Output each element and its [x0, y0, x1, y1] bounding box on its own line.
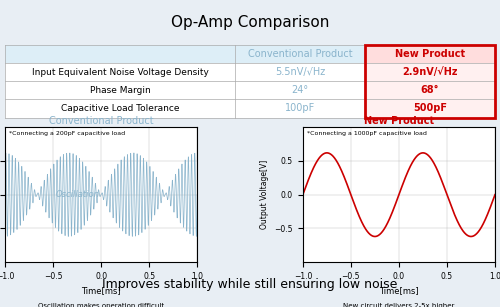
FancyBboxPatch shape — [5, 45, 235, 63]
Text: Improves stability while still ensuring low noise: Improves stability while still ensuring … — [102, 278, 398, 291]
Text: Oscillation: Oscillation — [56, 190, 100, 199]
Text: *Connecting a 200pF capacitive load: *Connecting a 200pF capacitive load — [9, 131, 125, 136]
Text: Phase Margin: Phase Margin — [90, 86, 150, 95]
Title: New Product: New Product — [364, 116, 434, 126]
Text: Conventional Product: Conventional Product — [248, 49, 352, 59]
FancyBboxPatch shape — [365, 45, 495, 63]
FancyBboxPatch shape — [236, 81, 365, 99]
Text: Oscillation makes operation difficult
even at small capacitances: Oscillation makes operation difficult ev… — [38, 303, 164, 307]
X-axis label: Time[ms]: Time[ms] — [379, 286, 418, 295]
FancyBboxPatch shape — [5, 63, 235, 81]
Text: 5.5nV/√Hz: 5.5nV/√Hz — [275, 67, 326, 77]
FancyBboxPatch shape — [236, 99, 365, 118]
Text: Op-Amp Comparison: Op-Amp Comparison — [171, 15, 329, 30]
X-axis label: Time[ms]: Time[ms] — [82, 286, 121, 295]
Text: *Connecting a 1000pF capacitive load: *Connecting a 1000pF capacitive load — [306, 131, 426, 136]
Text: 100pF: 100pF — [285, 103, 316, 113]
Text: 500pF: 500pF — [413, 103, 447, 113]
FancyBboxPatch shape — [365, 99, 495, 118]
Text: Capacitive Load Tolerance: Capacitive Load Tolerance — [61, 104, 180, 113]
Text: 2.9nV/√Hz: 2.9nV/√Hz — [402, 67, 458, 77]
FancyBboxPatch shape — [365, 63, 495, 81]
Y-axis label: Output Voltage[V]: Output Voltage[V] — [260, 160, 269, 229]
Title: Conventional Product: Conventional Product — [49, 116, 154, 126]
Text: 24°: 24° — [292, 85, 309, 95]
FancyBboxPatch shape — [236, 63, 365, 81]
Text: New Product: New Product — [395, 49, 465, 59]
FancyBboxPatch shape — [236, 45, 365, 63]
FancyBboxPatch shape — [365, 81, 495, 99]
Text: New circuit delivers 2-5x higher
tolerance vs conventional products: New circuit delivers 2-5x higher toleran… — [338, 303, 460, 307]
Text: 68°: 68° — [421, 85, 440, 95]
Text: Input Equivalent Noise Voltage Density: Input Equivalent Noise Voltage Density — [32, 68, 208, 77]
FancyBboxPatch shape — [5, 81, 235, 99]
FancyBboxPatch shape — [5, 99, 235, 118]
